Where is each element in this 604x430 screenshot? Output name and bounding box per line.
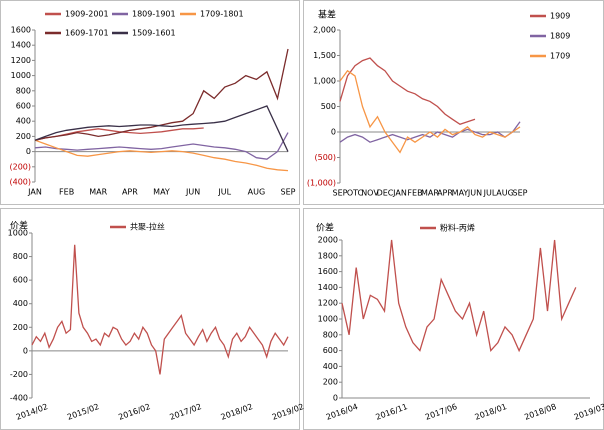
y-tick-label: 1,500 [313,51,336,60]
y-tick-label: 1800 [318,251,338,260]
y-tick-label: 500 [321,102,336,111]
y-tick-label: 1000 [8,229,28,238]
y-tick-label: -400 [10,394,28,403]
series-line [339,57,476,126]
series-line [339,69,521,154]
legend-label: 1809 [550,32,570,41]
x-tick-label: AUG [248,188,266,197]
x-tick-label: SEP [281,188,296,197]
x-tick-label: JAN [27,188,42,197]
y-tick-label: (200) [9,162,31,171]
y-tick-label: -200 [10,370,28,379]
y-tick-label: 0 [333,394,338,403]
y-tick-label: 800 [16,86,31,95]
x-tick-label: DEC [377,189,394,198]
y-tick-label: 200 [13,323,28,332]
y-axis-label: 价差 [316,222,334,234]
panel [303,0,604,205]
panel [0,208,300,430]
series-line [34,132,289,160]
y-tick-label: 200 [323,378,338,387]
series-line [341,239,577,353]
legend-label: 共聚-拉丝 [130,222,165,232]
legend-label: 1909 [550,12,570,21]
x-tick-label: FEB [59,188,74,197]
series-line [34,48,289,141]
y-axis-label: 基差 [318,9,336,21]
series-line [339,121,521,143]
y-tick-label: (400) [9,178,31,187]
y-tick-label: 400 [13,299,28,308]
x-tick-label: APR [437,189,453,198]
y-tick-label: 600 [16,102,31,111]
legend-label: 1609-1701 [65,29,109,38]
x-tick-label: JUL [483,189,497,198]
x-tick-label: SEP [333,189,348,198]
legend-label: 1509-1601 [132,29,176,38]
x-tick-label: SEP [513,189,528,198]
y-tick-label: 400 [323,362,338,371]
legend-label: 1709 [550,52,570,61]
series-line [34,139,289,172]
legend-label: 粉料-丙烯 [440,223,475,233]
y-tick-label: 1000 [11,71,31,80]
series-line [31,244,289,375]
legend-label: 1809-1901 [132,10,176,19]
x-tick-label: NOV [361,189,379,198]
y-tick-label: 600 [323,346,338,355]
y-tick-label: 200 [16,132,31,141]
x-tick-label: APR [122,188,138,197]
panel [0,0,300,205]
y-tick-label: 800 [323,330,338,339]
y-tick-label: 1,000 [313,77,336,86]
x-tick-label: JUN [185,188,200,197]
legend-label: 1709-1801 [200,10,244,19]
x-tick-label: MAR [421,189,439,198]
y-tick-label: 600 [13,276,28,285]
y-tick-label: 400 [16,117,31,126]
x-tick-label: JUL [217,188,231,197]
y-tick-label: 0 [23,346,28,355]
y-tick-label: (500) [314,153,336,162]
series-line [34,105,289,152]
x-tick-label: JAN [392,189,407,198]
y-tick-label: 1400 [11,41,31,50]
x-tick-label: OTC [347,189,364,198]
x-tick-label: JUN [467,189,482,198]
y-tick-label: 1400 [318,283,338,292]
y-tick-label: 0 [26,147,31,156]
y-tick-label: 1200 [318,299,338,308]
x-tick-label: MAY [452,189,469,198]
legend-label: 1909-2001 [65,10,109,19]
y-tick-label: 1200 [11,56,31,65]
x-tick-label: AUG [496,189,514,198]
x-tick-label: MAR [89,188,107,197]
y-tick-label: 1600 [318,267,338,276]
y-tick-label: 1000 [318,315,338,324]
y-axis-label: 价差 [10,220,28,232]
y-tick-label: 1600 [11,26,31,35]
y-tick-label: 2,000 [313,26,336,35]
panel [303,208,604,430]
y-tick-label: 2000 [318,236,338,245]
x-tick-label: FEB [407,189,422,198]
y-tick-label: 0 [331,128,336,137]
y-tick-label: 800 [13,252,28,261]
x-tick-label: MAY [153,188,170,197]
y-tick-label: (1,000) [307,179,336,188]
